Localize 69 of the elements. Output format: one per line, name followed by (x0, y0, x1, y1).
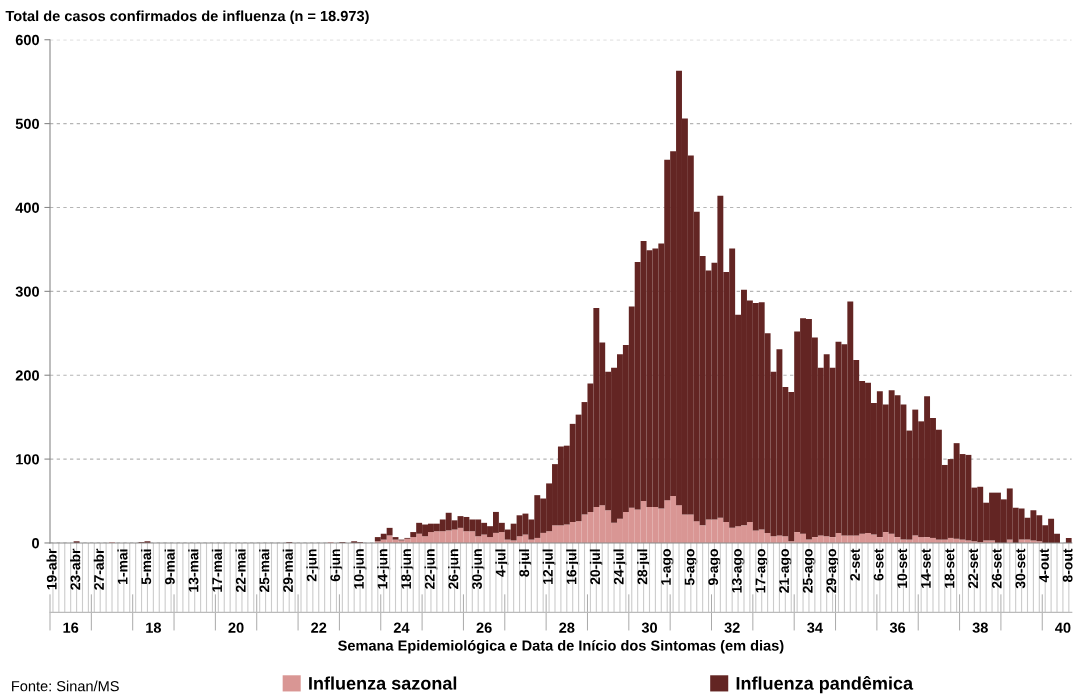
x-tick-label: 29-ago (826, 549, 840, 593)
y-tick-label: 300 (15, 286, 39, 297)
x-tick-label: 18-set (944, 548, 955, 588)
y-tick-label: 500 (15, 118, 39, 130)
x2-tick-label: 22 (311, 622, 327, 633)
x2-tick-label: 30 (641, 622, 658, 633)
x-tick-label: 5-ago (684, 549, 698, 586)
x2-tick-label: 28 (559, 622, 575, 633)
x-tick-label: 25-ago (802, 549, 816, 593)
x2-tick-label: 36 (889, 622, 906, 633)
x2-tick-label: 24 (393, 622, 410, 633)
x2-tick-label: 40 (1055, 622, 1071, 633)
y-tick-label: 200 (15, 370, 39, 381)
x-tick-label: 12-jul (542, 549, 556, 584)
x2-tick-label: 34 (807, 622, 823, 633)
x-tick-label: 6-jun (329, 549, 343, 582)
x-tick-label: 18-jun (400, 549, 414, 589)
x-tick-label: 1-mai (117, 549, 128, 584)
x-tick-label: 30-jun (471, 549, 485, 590)
x-tick-label: 14-set (921, 548, 931, 588)
x-tick-label: 2-set (850, 548, 860, 581)
x2-tick-label: 20 (228, 622, 244, 633)
chart-title: Total de casos confirmados de influenza (n = 18.973) (5, 10, 369, 25)
x-tick-label: 4-out (1039, 548, 1049, 583)
x-tick-label: 13-ago (731, 549, 745, 593)
x-axis-title: Semana Epidemiológica e Data de Início dos Sintomas (em dias) (338, 639, 784, 654)
x-tick-label: 27-abr (93, 548, 104, 590)
x-tick-label: 17-mai (211, 549, 223, 592)
x-tick-label: 22-set (968, 548, 979, 589)
x-tick-label: 10-jun (353, 549, 367, 589)
x-tick-label: 25-mai (259, 549, 270, 593)
x-tick-label: 22-mai (235, 549, 246, 593)
x-tick-label: 16-jul (566, 549, 580, 584)
x-tick-label: 26-jun (448, 549, 462, 589)
x-tick-label: 28-jul (637, 549, 651, 585)
x-tick-label: 14-jun (377, 549, 391, 589)
x-tick-label: 19-abr (46, 548, 57, 590)
x2-tick-label: 38 (972, 622, 988, 633)
x-tick-label: 21-ago (779, 549, 792, 593)
x-tick-label: 22-jun (424, 549, 438, 589)
x-tick-label: 24-jul (613, 549, 627, 585)
y-tick-label: 0 (32, 538, 39, 549)
x-tick-label: 30-set (1015, 548, 1026, 589)
x-tick-label: 2-jun (306, 549, 320, 582)
source-note: Fonte: Sinan/MS (12, 680, 119, 692)
y-tick-label: 600 (15, 34, 39, 46)
x-tick-label: 17-ago (755, 549, 769, 593)
x2-tick-label: 18 (146, 622, 162, 633)
x-tick-label: 20-jul (589, 549, 603, 585)
x-tick-label: 9-ago (708, 549, 721, 586)
x2-tick-label: 16 (63, 622, 79, 633)
legend-label: Influenza pandêmica (736, 676, 914, 694)
y-tick-label: 400 (15, 202, 39, 213)
x-tick-label: 1-ago (661, 549, 674, 585)
x-tick-label: 10-set (897, 548, 908, 588)
x-tick-label: 13-mai (188, 549, 199, 592)
x-tick-label: 29-mai (282, 549, 293, 593)
x-tick-label: 5-mai (140, 549, 152, 585)
x-tick-label: 8-out (1062, 548, 1073, 583)
legend-label: Influenza sazonal (309, 676, 457, 690)
x-tick-label: 23-abr (70, 548, 81, 590)
x-tick-label: 4-jul (495, 549, 509, 577)
x-tick-label: 26-set (991, 548, 1002, 589)
x-tick-label: 9-mai (164, 549, 175, 585)
x-tick-label: 8-jul (518, 549, 532, 577)
x2-tick-label: 26 (476, 622, 492, 633)
x-tick-label: 6-set (873, 548, 884, 581)
x2-tick-label: 32 (724, 622, 740, 633)
y-tick-label: 100 (16, 454, 39, 465)
